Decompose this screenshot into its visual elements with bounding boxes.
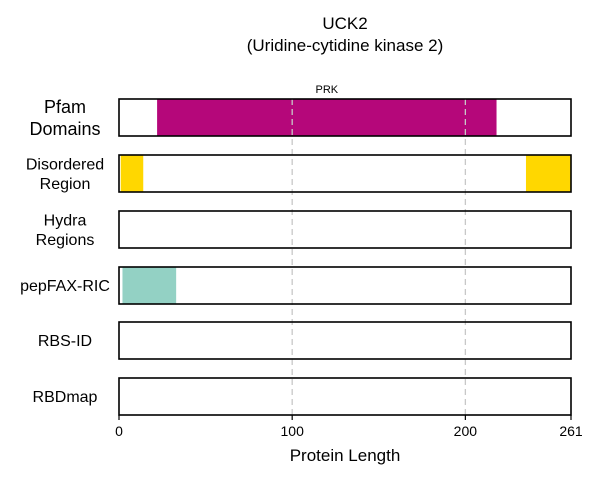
track-outline [118,98,572,137]
chart-subtitle: (Uridine-cytidine kinase 2) [247,36,444,55]
x-axis-label: Protein Length [290,446,401,465]
x-tick-label: 200 [454,423,478,439]
track-outline [118,266,572,305]
x-tick-label: 100 [281,423,305,439]
track-label: RBDmap [33,389,98,406]
x-tick-label: 261 [559,423,583,439]
track-outline [118,210,572,249]
track-background [119,155,571,192]
track-label: Domains [29,119,100,139]
track-segment [525,155,571,192]
track-segment [122,267,177,304]
chart-title: UCK2 [322,14,367,33]
track-outline [118,154,572,193]
x-axis: 0 100 200 261 [115,98,583,439]
track-background [119,211,571,248]
track-background [119,378,571,415]
track-label: Disordered [26,156,104,173]
grid-lines [291,99,467,415]
track-label: pepFAX-RIC [20,278,110,295]
track-outline [118,321,572,360]
track-outline [118,377,572,416]
track-label: Pfam [44,97,86,117]
track-segment [120,155,144,192]
track-label: Hydra [44,212,87,229]
track-label: RBS-ID [38,333,92,350]
track-segment [157,99,497,136]
track-label: Region [40,176,91,193]
track-background [119,322,571,359]
track-background [119,267,571,304]
track-label: Regions [36,232,95,249]
x-tick-label: 0 [115,423,123,439]
segment-label: PRK [316,84,339,96]
